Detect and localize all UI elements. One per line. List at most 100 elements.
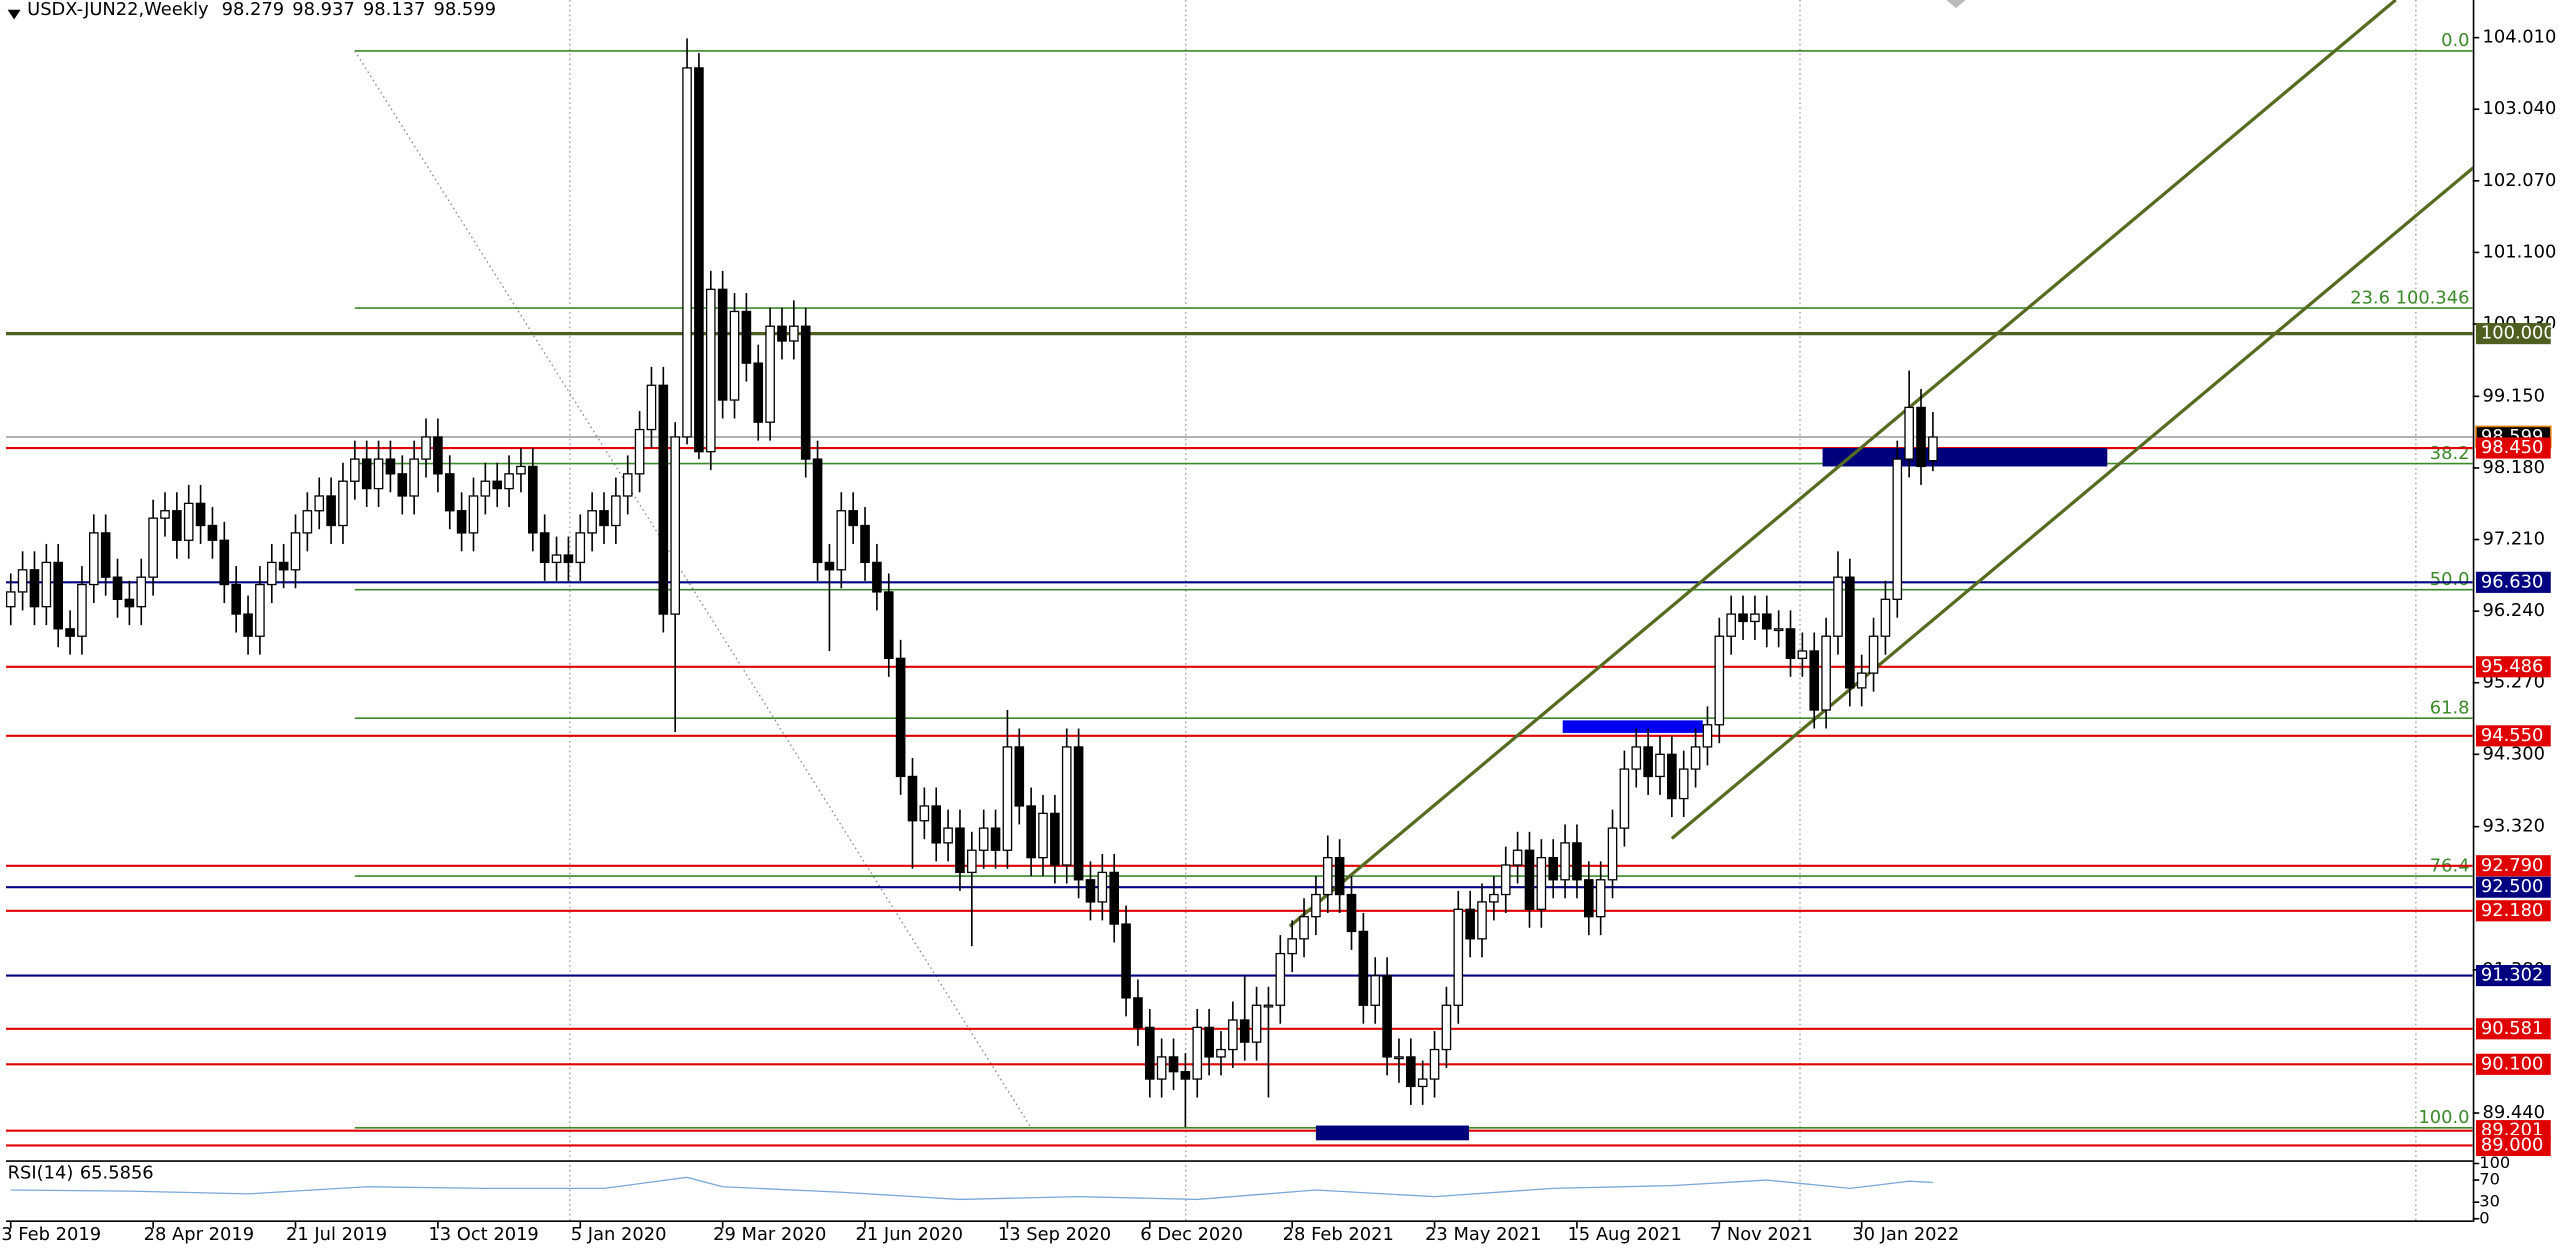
- y-tick-label: 102.070: [2483, 170, 2557, 191]
- x-tick-label: 6 Dec 2020: [1140, 1224, 1243, 1245]
- x-tick-label: 30 Jan 2022: [1852, 1224, 1959, 1245]
- candle-body: [848, 510, 858, 527]
- y-tick-label: 94.300: [2483, 743, 2546, 764]
- candle-body: [895, 657, 906, 778]
- candle-body: [409, 458, 419, 497]
- candle-body: [943, 827, 953, 844]
- trendline: [1670, 166, 2473, 840]
- x-tick-label: 15 Aug 2021: [1567, 1224, 1681, 1245]
- candle-body: [1904, 406, 1914, 460]
- y-tick-label: 96.240: [2483, 600, 2546, 621]
- candle-body: [824, 561, 835, 571]
- zone: [1315, 1125, 1469, 1141]
- menu-arrow[interactable]: [7, 9, 21, 20]
- candle-body: [219, 539, 230, 586]
- candle-body: [278, 561, 289, 571]
- candle-body: [789, 325, 799, 342]
- candle-body: [1311, 893, 1321, 918]
- candle-body: [1144, 1026, 1155, 1080]
- candle-body: [373, 458, 384, 490]
- fib-label: 38.2: [2430, 443, 2470, 464]
- x-tick-label: 3 Feb 2019: [1, 1224, 101, 1245]
- axes: 104.010103.040102.070101.100100.13099.15…: [1, 27, 2556, 1245]
- level-box: [2476, 323, 2551, 345]
- candle-body: [1500, 864, 1511, 896]
- candle-body: [1489, 893, 1499, 903]
- candle-body: [136, 576, 147, 608]
- x-tick-label: 13 Oct 2019: [428, 1224, 538, 1245]
- candle-body: [528, 465, 538, 534]
- candle-body: [919, 805, 930, 822]
- candle-body: [1690, 746, 1701, 770]
- candle-body: [1667, 753, 1677, 800]
- candle-body: [753, 362, 764, 423]
- candle-body: [1156, 1056, 1167, 1080]
- level-box: [2476, 965, 2551, 987]
- candle-body: [931, 805, 942, 844]
- candle-body: [1275, 952, 1286, 1006]
- level-label: 100.000: [2481, 323, 2555, 344]
- candle-body: [41, 561, 52, 608]
- candle-body: [1417, 1078, 1428, 1088]
- candle-body: [1477, 901, 1487, 940]
- candle-body: [1239, 1019, 1250, 1043]
- candle-body: [421, 436, 431, 460]
- level-label: 98.450: [2481, 437, 2544, 458]
- candle-body: [1121, 923, 1131, 999]
- candle-body: [1631, 746, 1642, 770]
- candle-body: [1524, 849, 1535, 910]
- y-tick-label: 104.010: [2483, 27, 2557, 48]
- candle-body: [195, 502, 206, 527]
- fib-label: 61.8: [2430, 697, 2470, 718]
- y-tick-label: 103.040: [2483, 98, 2557, 119]
- level-box: [2476, 1134, 2551, 1157]
- candle-body: [1168, 1056, 1179, 1073]
- candle-body: [777, 325, 787, 342]
- candle-body: [1821, 635, 1831, 711]
- y-tick-label: 98.180: [2483, 457, 2546, 478]
- candle-body: [326, 495, 336, 527]
- candle-body: [1583, 879, 1594, 918]
- candle-body: [1073, 746, 1084, 881]
- candle-body: [17, 569, 28, 593]
- candle-body: [88, 532, 99, 586]
- candle-body: [682, 67, 692, 438]
- candle-body: [1050, 812, 1060, 866]
- candle-body: [765, 325, 775, 423]
- candle-body: [622, 473, 633, 497]
- candle-body: [907, 775, 918, 822]
- candle-body: [1868, 635, 1879, 674]
- level-label: 90.581: [2481, 1018, 2544, 1039]
- chart-title: USDX-JUN22,Weekly 98.279 98.937 98.137 98.59…: [27, 0, 496, 20]
- level-label: 94.550: [2481, 725, 2544, 746]
- level-box: [2476, 437, 2551, 459]
- fib-label: 50.0: [2430, 569, 2470, 590]
- candle-body: [1655, 753, 1665, 778]
- level-label: 92.790: [2481, 855, 2544, 876]
- level-box: [2476, 900, 2551, 922]
- fib-label: 0.0: [2441, 30, 2469, 51]
- candle-body: [1702, 724, 1713, 748]
- candle-body: [1204, 1026, 1214, 1058]
- candle-body: [1370, 975, 1381, 1006]
- candle-body: [1216, 1048, 1226, 1058]
- level-label: 92.500: [2481, 876, 2544, 897]
- rsi-tick-label: 70: [2479, 1170, 2500, 1189]
- candle-body: [1773, 628, 1784, 632]
- candle-body: [6, 591, 16, 608]
- candle-body: [741, 310, 752, 364]
- level-label: 91.302: [2481, 965, 2544, 986]
- candle-body: [266, 561, 277, 586]
- candle-body: [1394, 1056, 1404, 1060]
- candle-body: [1322, 856, 1333, 896]
- candle-body: [670, 436, 680, 615]
- level-label: 96.630: [2481, 571, 2544, 592]
- zone: [1562, 720, 1703, 733]
- candle-body: [350, 458, 360, 482]
- candle-body: [1595, 879, 1606, 918]
- candle-body: [967, 849, 977, 874]
- candle-body: [243, 613, 253, 637]
